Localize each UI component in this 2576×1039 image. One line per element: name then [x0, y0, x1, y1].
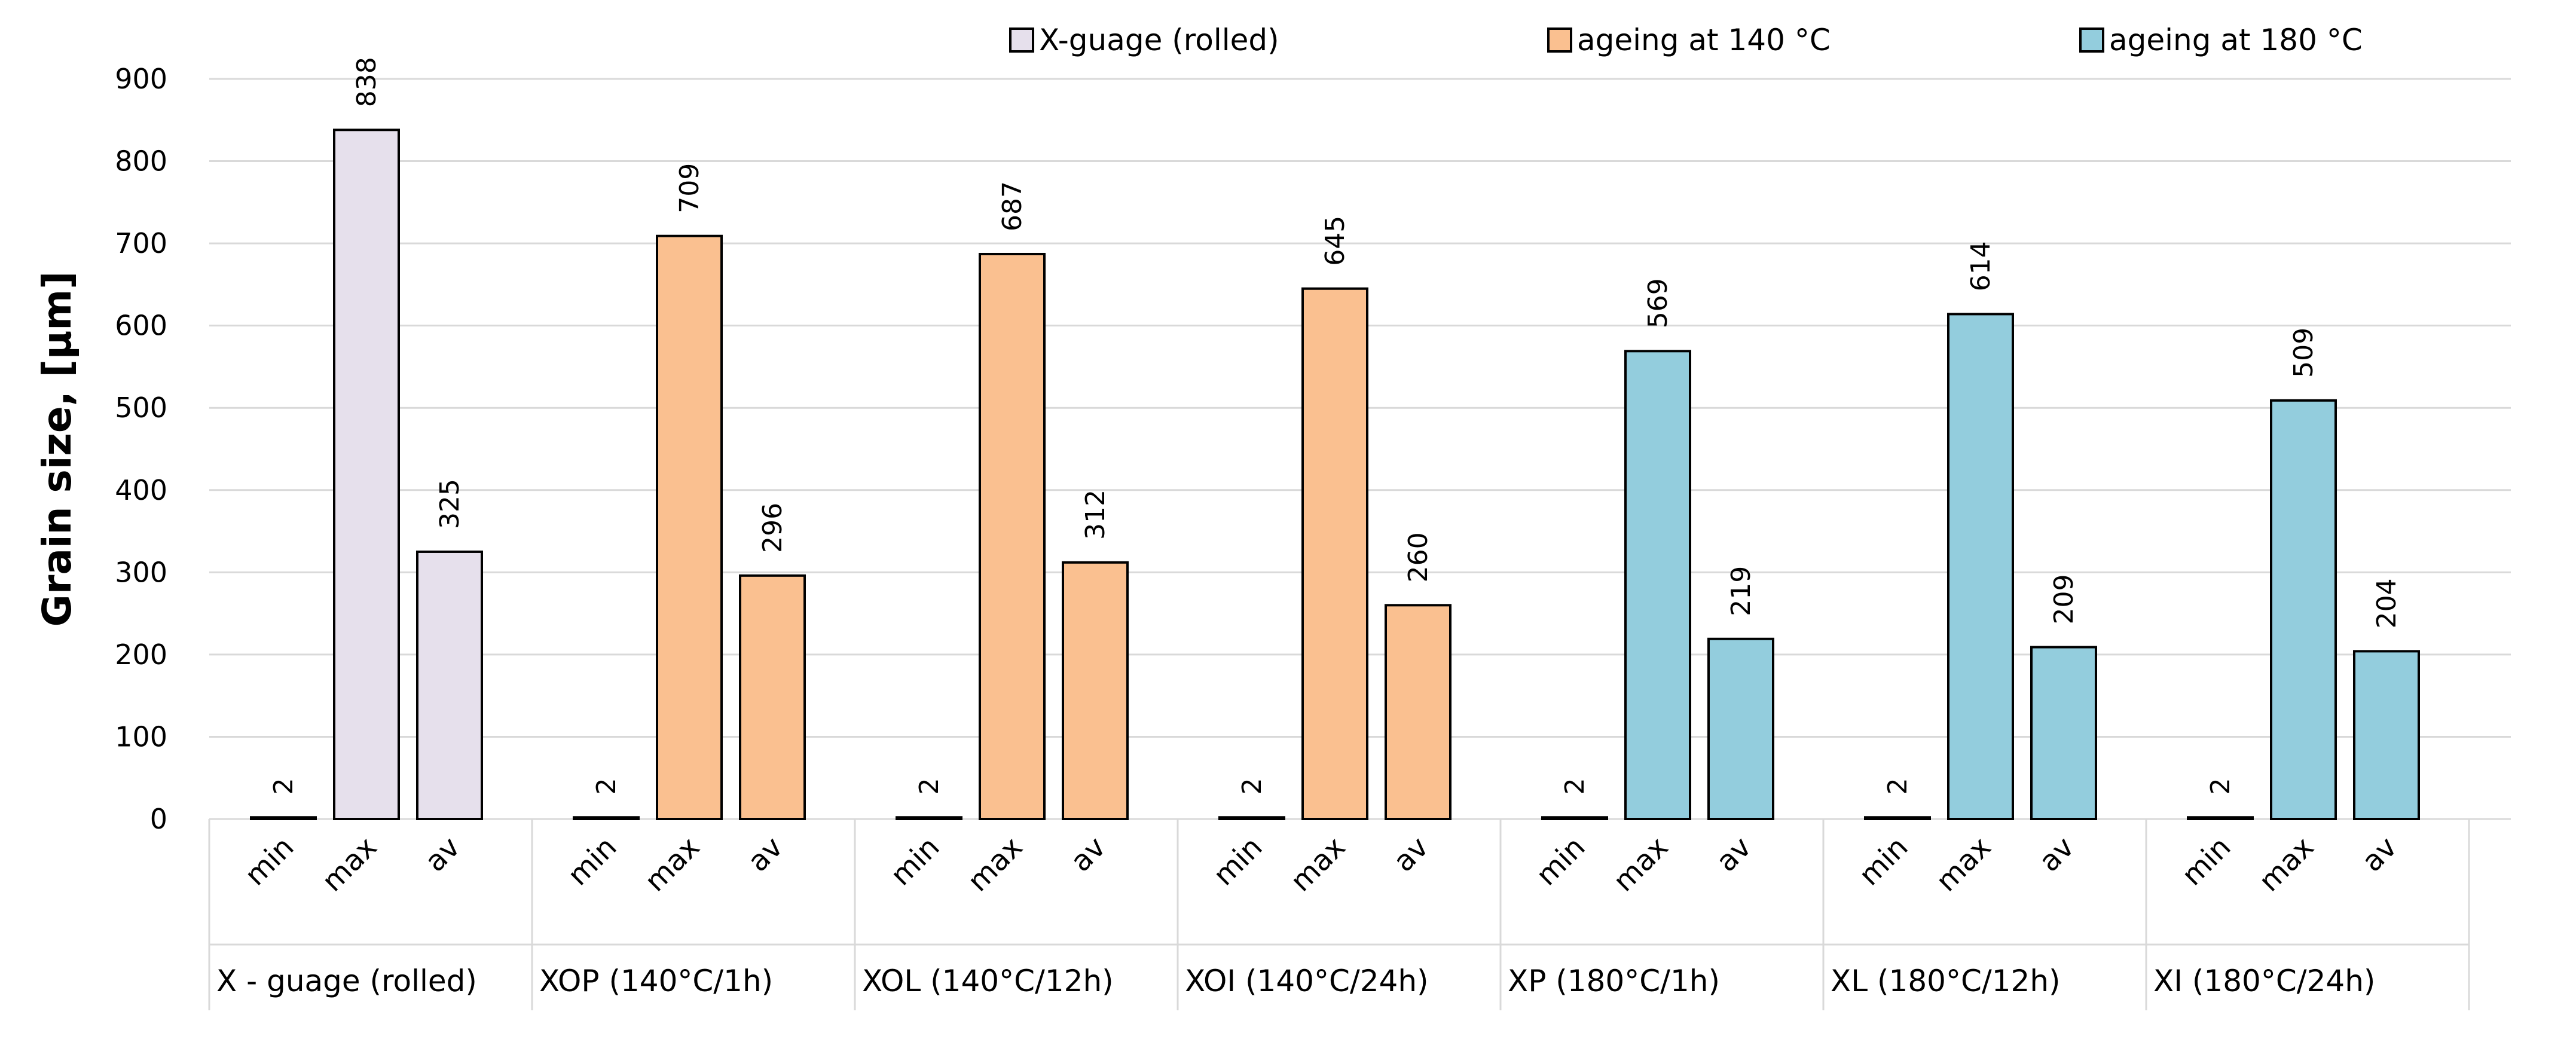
data-label: 2: [914, 778, 945, 794]
bar: [1541, 816, 1608, 821]
x-subcategory-label: av: [2033, 830, 2080, 878]
x-subcategory-label: min: [1853, 830, 1915, 893]
data-label: 645: [1320, 216, 1350, 266]
data-label: 2: [268, 778, 299, 794]
y-tick-label: 300: [115, 556, 167, 588]
data-label: 614: [1966, 241, 1996, 291]
data-label: 2: [1237, 778, 1267, 794]
bar: [1624, 350, 1691, 820]
y-tick-label: 200: [115, 638, 167, 671]
bar: [1947, 313, 2014, 820]
x-subcategory-label: min: [2175, 830, 2238, 893]
x-subcategory-label: min: [1530, 830, 1592, 893]
bar: [1385, 604, 1452, 820]
data-label: 209: [2049, 574, 2079, 625]
bar: [1707, 637, 1774, 820]
x-subcategory-label: max: [1284, 830, 1352, 899]
y-tick-label: 500: [115, 392, 167, 424]
bar: [416, 550, 483, 820]
y-axis-label: Grain size, [µm]: [34, 271, 80, 627]
x-subcategory-label: av: [1387, 830, 1435, 878]
y-tick-label: 800: [115, 145, 167, 178]
y-tick-label: 700: [115, 227, 167, 259]
x-group-label: XOP (140°C/1h): [539, 964, 773, 998]
data-label: 260: [1403, 532, 1434, 582]
bar: [2270, 399, 2337, 820]
legend-swatch: [1009, 27, 1034, 53]
bar: [2187, 816, 2254, 821]
x-subcategory-label: max: [2253, 830, 2321, 899]
x-group-label: XOI (140°C/24h): [1185, 964, 1429, 998]
data-label: 325: [435, 479, 465, 529]
data-label: 312: [1080, 490, 1111, 540]
x-subcategory-label: min: [884, 830, 946, 893]
x-subcategory-label: av: [1710, 830, 1758, 878]
y-tick-label: 0: [150, 803, 167, 835]
data-label: 838: [352, 57, 382, 107]
bar: [1301, 287, 1368, 820]
legend-label: ageing at 140 °C: [1577, 23, 1831, 57]
data-label: 509: [2288, 328, 2319, 378]
bar: [1864, 816, 1931, 821]
bar: [896, 816, 962, 821]
legend-label: ageing at 180 °C: [2109, 23, 2363, 57]
data-label: 2: [2205, 778, 2236, 794]
x-subcategory-label: min: [561, 830, 624, 893]
data-label: 204: [2372, 578, 2402, 628]
bar: [739, 574, 806, 821]
y-tick-label: 600: [115, 310, 167, 342]
y-tick-label: 100: [115, 720, 167, 753]
data-label: 569: [1643, 278, 1673, 328]
data-label: 709: [674, 163, 705, 213]
legend-swatch: [1547, 27, 1572, 53]
x-group-label: XP (180°C/1h): [1508, 964, 1720, 998]
y-tick-label: 400: [115, 474, 167, 506]
bar: [979, 252, 1046, 820]
x-subcategory-label: av: [418, 830, 466, 878]
x-subcategory-label: max: [1930, 830, 1998, 899]
x-subcategory-label: av: [741, 830, 789, 878]
legend-swatch: [2079, 27, 2104, 53]
x-group-label: XL (180°C/12h): [1831, 964, 2061, 998]
x-subcategory-label: max: [638, 830, 707, 899]
x-subcategory-label: min: [239, 830, 301, 893]
x-subcategory-label: min: [1207, 830, 1269, 893]
bar: [656, 234, 723, 820]
x-subcategory-label: max: [316, 830, 384, 899]
bar: [333, 129, 400, 821]
legend-label: X-guage (rolled): [1039, 23, 1279, 57]
bar: [2030, 646, 2097, 821]
bar: [250, 816, 317, 821]
x-subcategory-label: av: [1064, 830, 1112, 878]
data-label: 2: [591, 778, 622, 794]
bar: [2353, 650, 2420, 821]
y-tick-label: 900: [115, 63, 167, 95]
x-group-label: XOL (140°C/12h): [862, 964, 1114, 998]
data-label: 2: [1883, 778, 1913, 794]
bar: [573, 816, 640, 821]
x-group-label: X - guage (rolled): [216, 964, 477, 998]
x-subcategory-label: max: [961, 830, 1029, 899]
x-group-label: XI (180°C/24h): [2153, 964, 2375, 998]
x-subcategory-label: av: [2355, 830, 2403, 878]
bar: [1218, 816, 1285, 821]
data-label: 2: [1560, 778, 1590, 794]
x-subcategory-label: max: [1607, 830, 1675, 899]
bar: [1062, 561, 1129, 820]
data-label: 687: [997, 181, 1028, 231]
data-label: 219: [1726, 566, 1756, 616]
data-label: 296: [757, 503, 788, 553]
